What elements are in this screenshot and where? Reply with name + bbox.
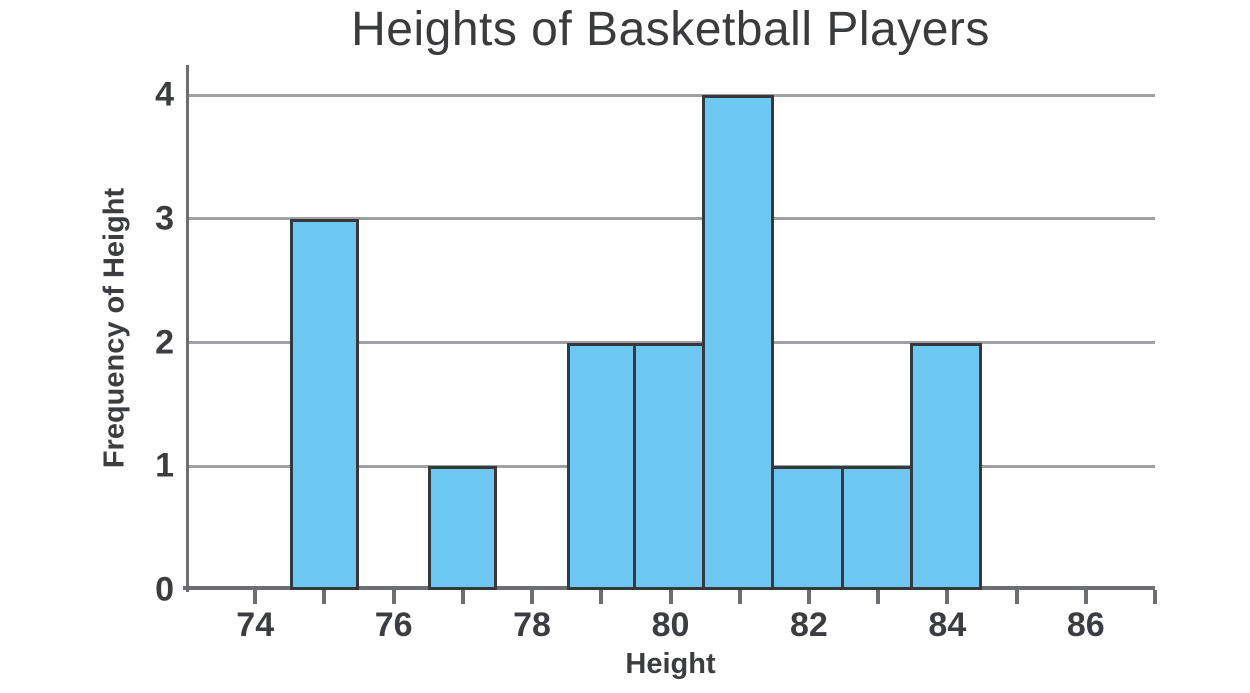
y-tick-label-1: 1	[155, 446, 174, 485]
x-tick-label-78: 78	[513, 606, 551, 644]
x-tick-label-86: 86	[1066, 606, 1105, 644]
gridline-y-3	[186, 217, 1155, 221]
chart-title: Heights of Basketball Players	[351, 3, 990, 56]
y-tick-label-2: 2	[155, 323, 174, 361]
x-tick-mark-83	[876, 590, 881, 604]
x-tick-mark-77	[460, 590, 465, 604]
x-tick-mark-85	[1014, 590, 1019, 604]
x-tick-mark-81	[737, 590, 742, 604]
histogram-bar-4	[702, 95, 775, 590]
histogram-bar-3	[632, 342, 706, 590]
y-tick-label-0: 0	[155, 570, 174, 609]
x-tick-mark-86	[1083, 590, 1088, 604]
x-tick-label-80: 80	[651, 606, 690, 644]
x-tick-mark-78	[530, 590, 535, 604]
x-tick-mark-80	[668, 590, 673, 604]
y-axis-line	[186, 65, 189, 592]
histogram-bar-2	[566, 342, 636, 590]
histogram-bar-1	[428, 466, 498, 590]
x-tick-label-74: 74	[236, 606, 275, 644]
x-tick-mark-82	[806, 590, 811, 604]
x-tick-mark-79	[599, 590, 604, 604]
gridline-y-4	[186, 93, 1155, 97]
x-tick-mark-75	[322, 590, 327, 604]
histogram-bar-5	[771, 466, 844, 590]
histogram-bar-0	[289, 218, 360, 590]
x-axis-title: Height	[625, 648, 716, 680]
x-tick-mark-87	[1153, 590, 1157, 604]
x-tick-label-76: 76	[374, 606, 413, 644]
y-tick-label-4: 4	[155, 75, 174, 114]
x-tick-label-82: 82	[790, 606, 828, 644]
x-tick-mark-74	[253, 590, 258, 604]
histogram-bar-6	[840, 466, 913, 590]
histogram-bar-7	[909, 342, 982, 590]
x-tick-mark-76	[391, 590, 396, 604]
y-axis-title: Frequency of Height	[98, 187, 131, 469]
y-tick-label-3: 3	[155, 199, 174, 238]
x-tick-label-84: 84	[928, 606, 967, 644]
x-tick-mark-84	[945, 590, 950, 604]
